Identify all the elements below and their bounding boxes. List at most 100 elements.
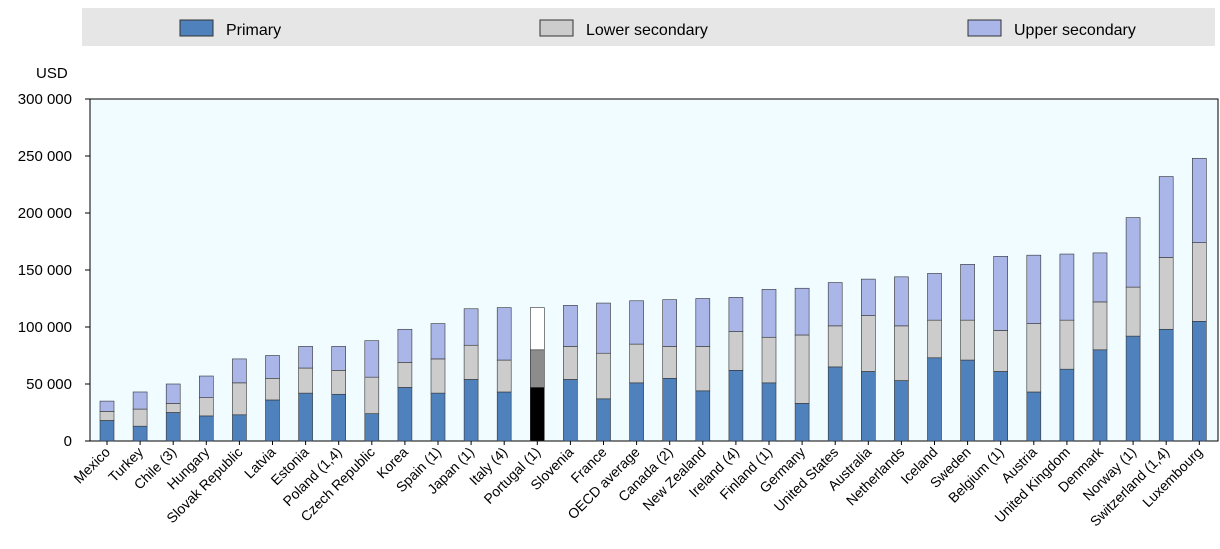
bar-hungary-lower-secondary	[199, 397, 214, 417]
bar-finland-1-upper-secondary	[761, 289, 777, 338]
bar-latvia-lower-secondary	[265, 377, 280, 401]
bar-finland-1-primary	[761, 382, 777, 442]
legend-label-primary: Primary	[226, 22, 281, 39]
bar-slovenia-lower-secondary	[563, 346, 578, 380]
bar-canada-2-primary	[662, 377, 678, 442]
bar-chile-3-lower-secondary	[165, 403, 181, 413]
bar-czech-republic-upper-secondary	[364, 340, 380, 378]
bar-slovenia-upper-secondary	[563, 305, 578, 347]
bar-switzerland-1-4-lower-secondary	[1158, 257, 1174, 330]
bar-oecd-average-primary	[629, 382, 644, 442]
bar-united-kingdom-primary	[1059, 368, 1075, 442]
y-axis: 0 50 000 100 000 150 000 200 000 250 000 300 0…	[18, 91, 90, 450]
y-tick-label: 50 000	[26, 376, 72, 393]
bar-turkey-upper-secondary	[132, 391, 148, 410]
bar-united-states-lower-secondary	[827, 325, 843, 368]
y-tick-label: 250 000	[18, 148, 72, 165]
bar-estonia-lower-secondary	[298, 367, 313, 394]
y-tick-label: 200 000	[18, 205, 72, 222]
legend-label-lower-secondary: Lower secondary	[586, 22, 708, 39]
bar-slovak-republic-primary	[232, 414, 247, 442]
bar-oecd-average-lower-secondary	[629, 343, 644, 384]
bar-sweden-upper-secondary	[960, 263, 975, 321]
bar-norway-1-primary	[1125, 335, 1141, 442]
bar-new-zealand-lower-secondary	[695, 346, 711, 392]
y-tick-label: 150 000	[18, 262, 72, 279]
bar-poland-1-4-upper-secondary	[331, 346, 347, 371]
bar-italy-4-lower-secondary	[496, 359, 512, 393]
bar-turkey-lower-secondary	[132, 408, 148, 427]
bar-poland-1-4-primary	[331, 393, 347, 442]
bar-new-zealand-primary	[695, 390, 711, 442]
bar-ireland-4-lower-secondary	[728, 331, 744, 371]
y-tick-label: 100 000	[18, 319, 72, 336]
bar-portugal-1-upper-secondary	[529, 307, 545, 351]
bar-czech-republic-lower-secondary	[364, 376, 380, 414]
bar-australia-primary	[860, 371, 876, 442]
bar-spain-1-upper-secondary	[430, 323, 446, 360]
bar-united-kingdom-lower-secondary	[1059, 319, 1075, 370]
bar-austria-lower-secondary	[1026, 323, 1042, 393]
bar-germany-lower-secondary	[794, 334, 810, 404]
bar-denmark-lower-secondary	[1092, 301, 1108, 351]
bar-latvia-upper-secondary	[265, 355, 280, 379]
bar-netherlands-primary	[894, 380, 909, 442]
bar-finland-1-lower-secondary	[761, 336, 777, 384]
bar-norway-1-upper-secondary	[1125, 217, 1141, 288]
bar-iceland-primary	[927, 357, 942, 442]
legend-label-upper-secondary: Upper secondary	[1014, 22, 1136, 39]
bar-austria-primary	[1026, 391, 1042, 442]
bar-germany-primary	[794, 403, 810, 442]
bar-united-states-primary	[827, 366, 843, 442]
plot-area	[89, 98, 1219, 442]
bar-new-zealand-upper-secondary	[695, 298, 711, 347]
bar-switzerland-1-4-primary	[1158, 328, 1174, 442]
bar-mexico-upper-secondary	[99, 400, 115, 412]
bar-luxembourg-upper-secondary	[1192, 157, 1207, 243]
bar-slovak-republic-lower-secondary	[232, 382, 247, 416]
bar-austria-upper-secondary	[1026, 254, 1042, 324]
bar-ireland-4-upper-secondary	[728, 297, 744, 332]
bar-estonia-primary	[298, 392, 313, 442]
bar-hungary-upper-secondary	[199, 375, 214, 398]
bar-canada-2-lower-secondary	[662, 346, 678, 379]
bar-mexico-lower-secondary	[99, 411, 115, 421]
bar-denmark-primary	[1092, 349, 1108, 442]
y-tick-label: 300 000	[18, 91, 72, 108]
bar-japan-1-lower-secondary	[463, 344, 479, 380]
bar-mexico-primary	[99, 420, 115, 442]
legend: Primary Lower secondary Upper secondary	[179, 19, 1136, 39]
bar-luxembourg-primary	[1192, 320, 1207, 442]
bar-iceland-upper-secondary	[927, 273, 942, 321]
bar-netherlands-upper-secondary	[894, 276, 909, 327]
bar-belgium-1-primary	[993, 371, 1009, 442]
bar-netherlands-lower-secondary	[894, 325, 909, 381]
legend-swatch-upper-secondary	[967, 19, 1002, 37]
bar-korea-upper-secondary	[397, 328, 413, 363]
bar-canada-2-upper-secondary	[662, 299, 678, 347]
bar-united-kingdom-upper-secondary	[1059, 253, 1075, 321]
bar-switzerland-1-4-upper-secondary	[1158, 176, 1174, 258]
bar-belgium-1-lower-secondary	[993, 330, 1009, 372]
bar-czech-republic-primary	[364, 413, 380, 442]
legend-swatch-primary	[179, 19, 214, 37]
bar-portugal-1-primary	[529, 387, 545, 442]
bar-korea-lower-secondary	[397, 362, 413, 388]
bar-chile-3-primary	[165, 412, 181, 442]
bar-spain-1-primary	[430, 392, 446, 442]
bar-chile-3-upper-secondary	[165, 383, 181, 404]
bars	[99, 157, 1207, 442]
bar-poland-1-4-lower-secondary	[331, 370, 347, 395]
bar-portugal-1-lower-secondary	[529, 349, 545, 388]
bar-sweden-primary	[960, 359, 975, 442]
y-axis-label: USD	[36, 65, 68, 82]
bar-italy-4-upper-secondary	[496, 307, 512, 361]
bar-denmark-upper-secondary	[1092, 252, 1108, 303]
bar-france-upper-secondary	[596, 302, 611, 354]
legend-background	[82, 8, 1215, 46]
bar-turkey-primary	[132, 425, 148, 442]
bar-korea-primary	[397, 387, 413, 442]
bar-iceland-lower-secondary	[927, 319, 942, 359]
